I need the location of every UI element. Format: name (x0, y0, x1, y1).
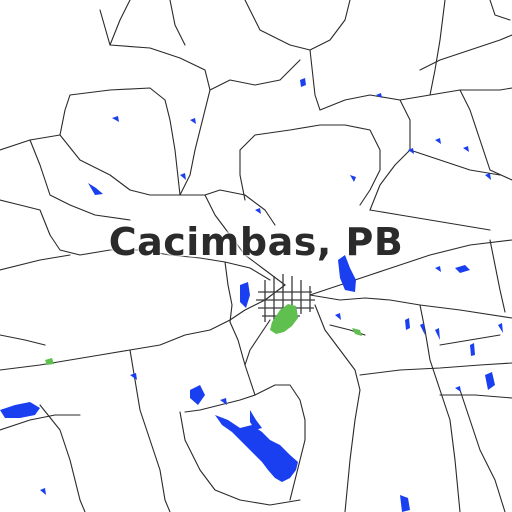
place-label: Cacimbas, PB (108, 220, 404, 264)
green-areas (45, 304, 362, 365)
water-bodies (0, 78, 503, 512)
